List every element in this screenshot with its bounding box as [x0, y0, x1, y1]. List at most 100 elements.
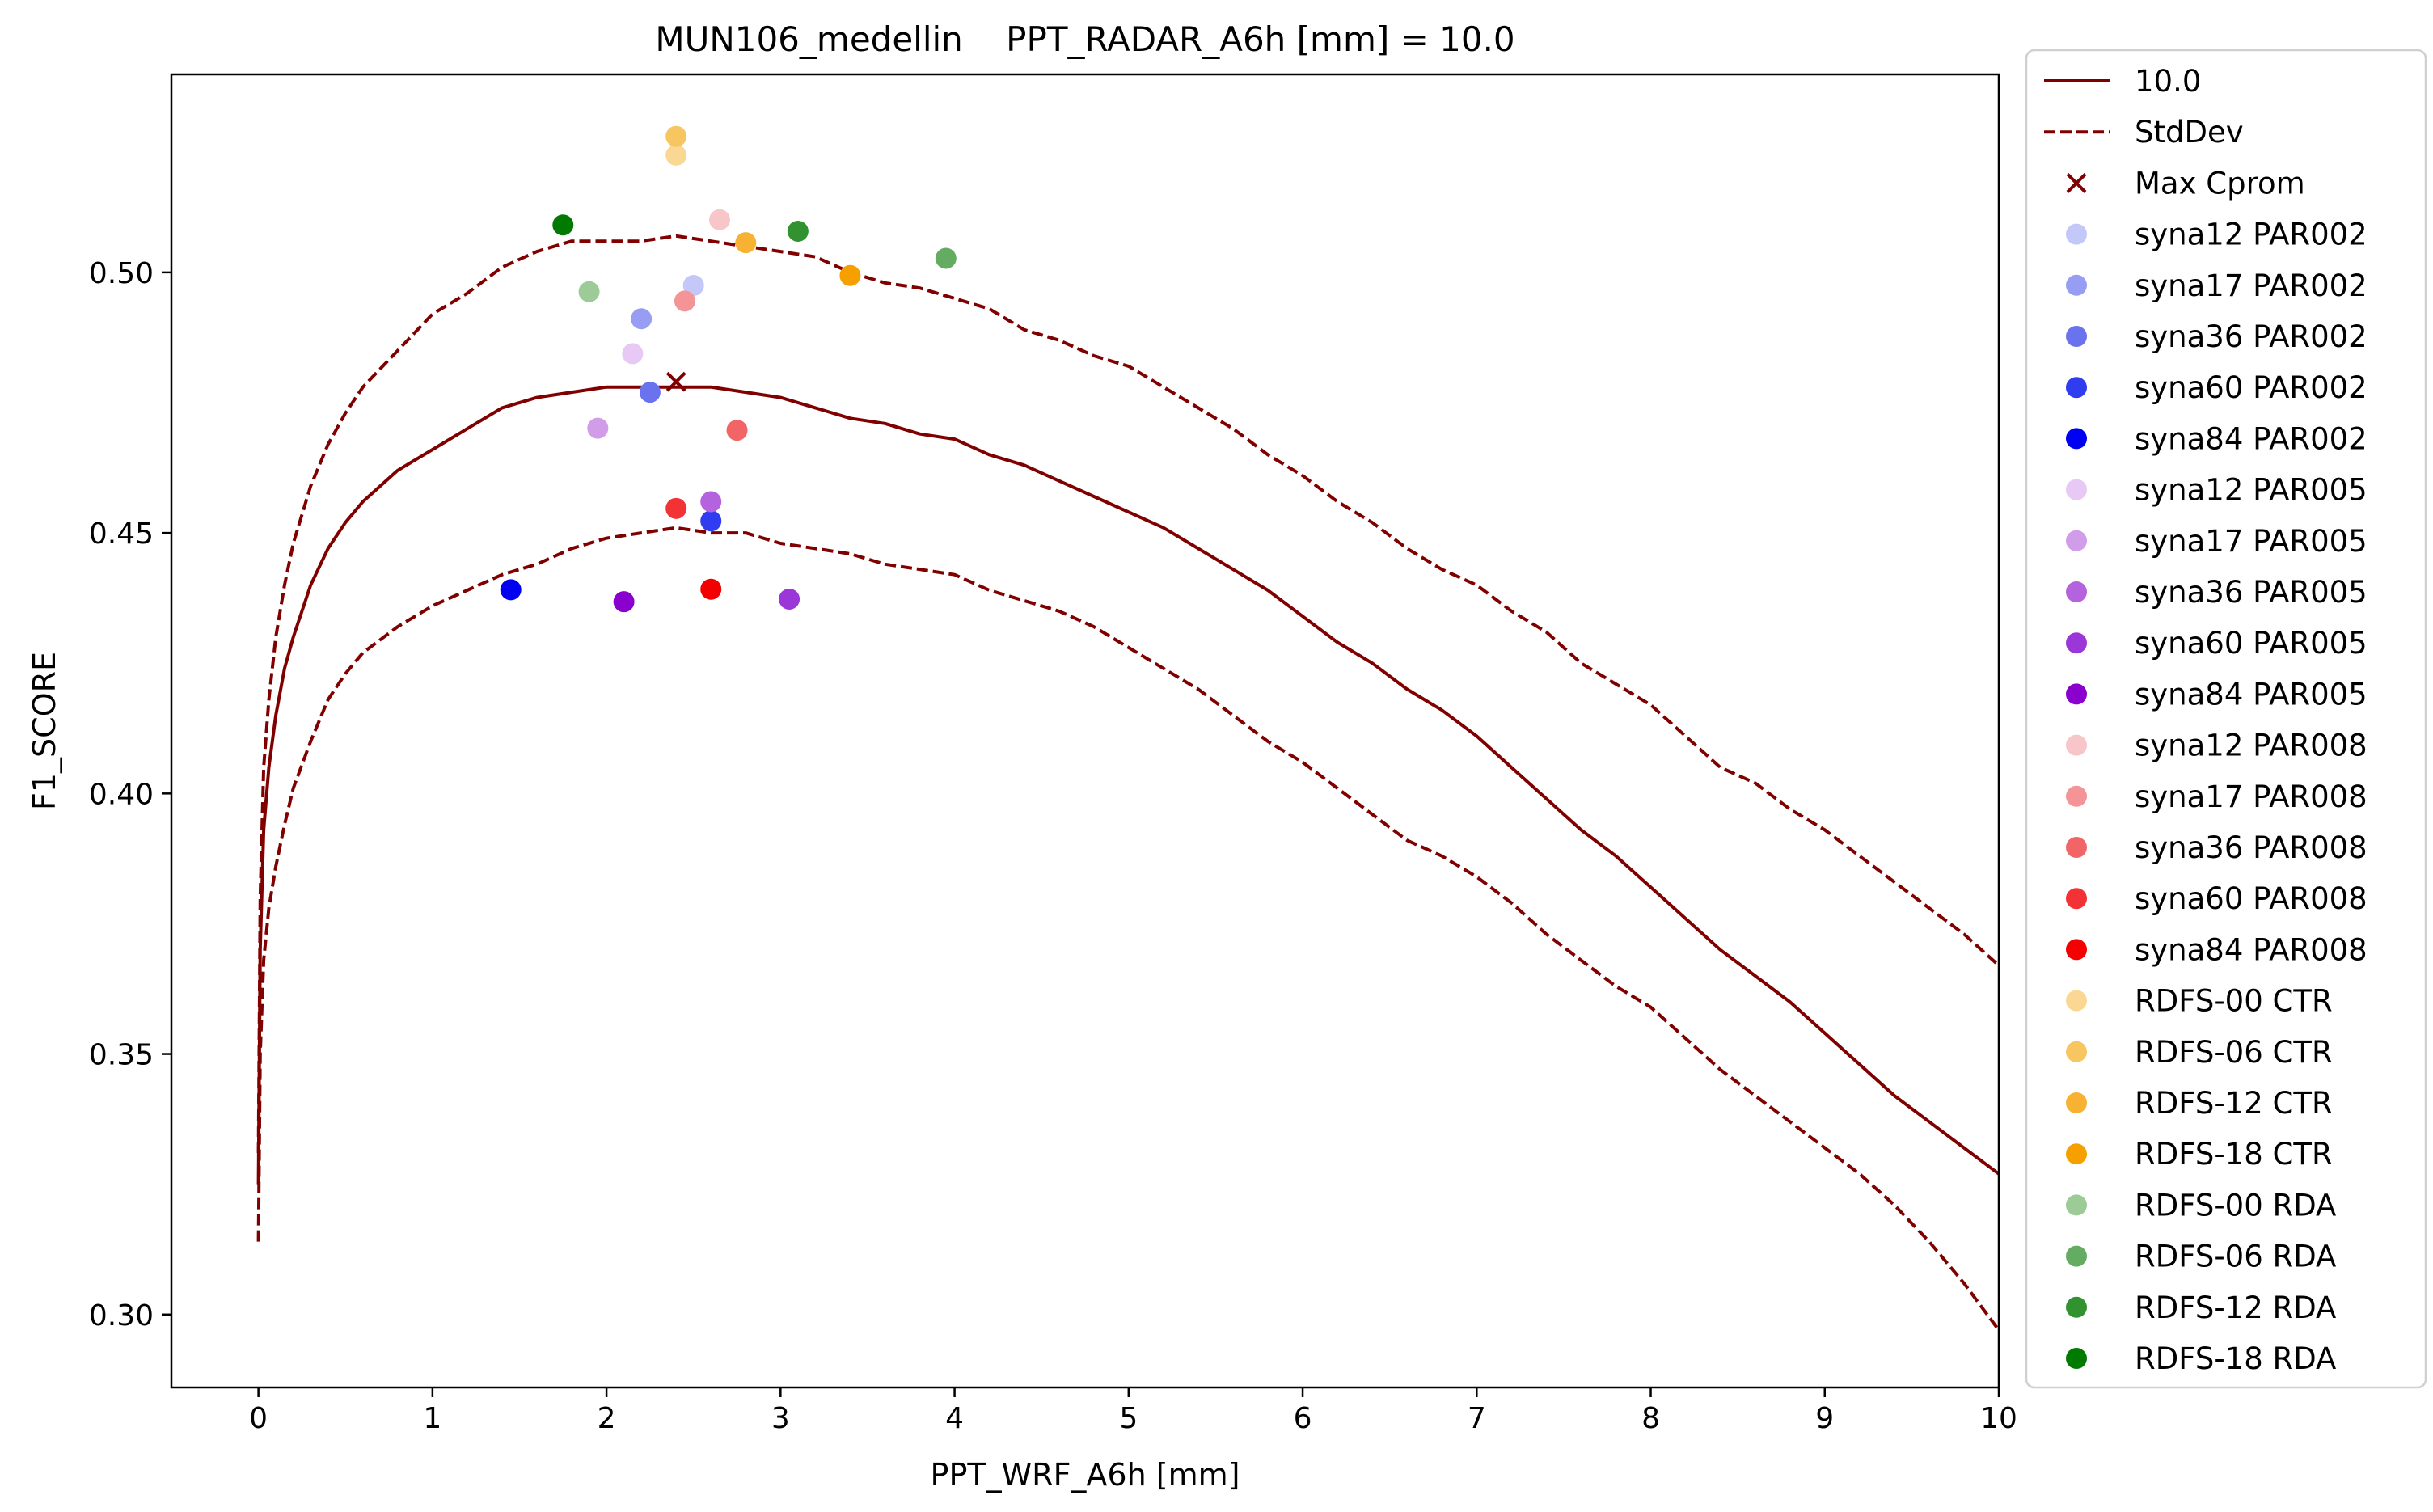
legend-entry: syna12 PAR008 — [2066, 729, 2368, 763]
legend-label: syna36 PAR005 — [2135, 575, 2368, 610]
legend-entry: RDFS-12 RDA — [2066, 1290, 2336, 1325]
legend-swatch — [2066, 1092, 2087, 1113]
legend-entry: syna36 PAR005 — [2066, 575, 2368, 610]
x-tick-label: 7 — [1468, 1402, 1486, 1435]
point-rdfs-06-ctr — [665, 125, 687, 147]
legend-entry: RDFS-12 CTR — [2066, 1086, 2333, 1121]
legend-label: syna60 PAR008 — [2135, 881, 2368, 916]
y-tick-label: 0.40 — [89, 778, 154, 811]
legend-label: syna84 PAR002 — [2135, 421, 2368, 456]
legend-swatch — [2066, 1041, 2087, 1062]
legend-swatch — [2066, 1296, 2087, 1318]
legend-swatch — [2066, 172, 2087, 193]
legend-entry: syna12 PAR002 — [2066, 218, 2368, 252]
legend-swatch — [2066, 1348, 2087, 1369]
legend-label: RDFS-00 CTR — [2135, 984, 2333, 1019]
point-rdfs-12-rda — [787, 220, 809, 242]
chart-title: MUN106_medellin PPT_RADAR_A6h [mm] = 10.… — [655, 19, 1514, 59]
legend-entry: RDFS-06 RDA — [2066, 1240, 2336, 1274]
legend-entry: syna84 PAR005 — [2066, 677, 2368, 712]
x-tick-label: 8 — [1641, 1402, 1660, 1435]
legend-entry: syna17 PAR008 — [2066, 779, 2368, 814]
legend-label: RDFS-06 CTR — [2135, 1035, 2333, 1070]
legend-swatch — [2066, 632, 2087, 654]
legend-swatch — [2066, 990, 2087, 1012]
legend-label: syna84 PAR008 — [2135, 932, 2368, 967]
legend-swatch — [2066, 223, 2087, 245]
legend-swatch — [2066, 530, 2087, 551]
legend-swatch — [2066, 1245, 2087, 1267]
legend-entry: syna17 PAR002 — [2066, 268, 2368, 303]
x-axis-label: PPT_WRF_A6h [mm] — [931, 1457, 1240, 1493]
legend-entry: syna84 PAR008 — [2066, 932, 2368, 967]
x-tick-label: 5 — [1119, 1402, 1138, 1435]
x-tick-label: 0 — [249, 1402, 268, 1435]
point-syna84-par008 — [700, 578, 722, 600]
legend-entry: RDFS-18 CTR — [2066, 1137, 2333, 1172]
point-syna60-par008 — [665, 497, 687, 519]
point-syna60-par005 — [779, 588, 800, 610]
legend-label: RDFS-18 RDA — [2135, 1341, 2336, 1376]
y-tick-label: 0.35 — [89, 1039, 154, 1072]
point-syna17-par002 — [631, 308, 653, 330]
line-std_lower — [256, 526, 2000, 1332]
legend-entry: RDFS-00 CTR — [2066, 984, 2333, 1019]
point-syna12-par008 — [709, 209, 730, 230]
point-rdfs-18-rda — [552, 214, 574, 236]
legend-label: RDFS-12 CTR — [2135, 1086, 2333, 1121]
legend-entry: syna60 PAR005 — [2066, 626, 2368, 661]
point-syna84-par005 — [613, 591, 635, 613]
y-tick-label: 0.50 — [89, 257, 154, 290]
legend-label: StdDev — [2135, 115, 2244, 150]
legend-label: syna60 PAR005 — [2135, 626, 2368, 661]
legend-frame — [2025, 49, 2427, 1389]
point-syna12-par005 — [622, 343, 644, 365]
point-syna36-par008 — [726, 420, 748, 441]
legend-entry: StdDev — [2044, 115, 2244, 150]
legend-entry: syna36 PAR008 — [2066, 830, 2368, 865]
legend: 10.0 StdDev Max Cprom syna12 PAR002 syna17 P… — [2025, 49, 2427, 1389]
point-syna12-par002 — [682, 275, 704, 296]
x-axis: 0 1 2 3 4 5 6 7 8 9 10 — [249, 1387, 2017, 1435]
legend-label: syna36 PAR002 — [2135, 319, 2368, 354]
point-syna17-par005 — [587, 417, 609, 439]
legend-label: syna17 PAR005 — [2135, 524, 2368, 559]
legend-entry: syna12 PAR005 — [2066, 473, 2368, 508]
legend-entry: syna84 PAR002 — [2066, 421, 2368, 456]
legend-label: RDFS-00 RDA — [2135, 1188, 2336, 1223]
legend-swatch — [2066, 785, 2087, 807]
point-syna36-par002 — [639, 382, 661, 403]
legend-label: 10.0 — [2135, 64, 2201, 99]
point-syna17-par008 — [674, 290, 695, 312]
legend-label: Max Cprom — [2135, 166, 2305, 201]
line-mean — [256, 385, 2000, 1185]
point-syna84-par002 — [500, 579, 522, 601]
max-cprom-marker — [665, 371, 686, 392]
legend-swatch — [2066, 683, 2087, 705]
legend-label: syna84 PAR005 — [2135, 677, 2368, 712]
x-tick-label: 1 — [423, 1402, 441, 1435]
legend-swatch — [2066, 734, 2087, 756]
x-tick-label: 2 — [598, 1402, 616, 1435]
x-tick-label: 9 — [1815, 1402, 1834, 1435]
legend-swatch — [2066, 581, 2087, 602]
legend-label: syna60 PAR002 — [2135, 370, 2368, 405]
legend-entry: syna60 PAR002 — [2066, 370, 2368, 405]
legend-entry: syna60 PAR008 — [2066, 881, 2368, 916]
legend-label: syna12 PAR002 — [2135, 218, 2368, 252]
legend-swatch — [2066, 888, 2087, 910]
y-tick-label: 0.30 — [89, 1299, 154, 1333]
point-syna36-par005 — [700, 491, 722, 513]
x-tick-label: 6 — [1294, 1402, 1312, 1435]
legend-entry: RDFS-06 CTR — [2066, 1035, 2333, 1070]
x-tick-label: 3 — [771, 1402, 790, 1435]
plot-frame — [170, 73, 2000, 1389]
plot-area — [256, 125, 2000, 1332]
legend-entry: 10.0 — [2044, 64, 2201, 99]
legend-label: syna17 PAR008 — [2135, 779, 2368, 814]
legend-entry: Max Cprom — [2066, 166, 2305, 201]
legend-swatch — [2066, 837, 2087, 858]
legend-label: syna36 PAR008 — [2135, 830, 2368, 865]
legend-entry: RDFS-00 RDA — [2066, 1188, 2336, 1223]
legend-label: RDFS-06 RDA — [2135, 1240, 2336, 1274]
